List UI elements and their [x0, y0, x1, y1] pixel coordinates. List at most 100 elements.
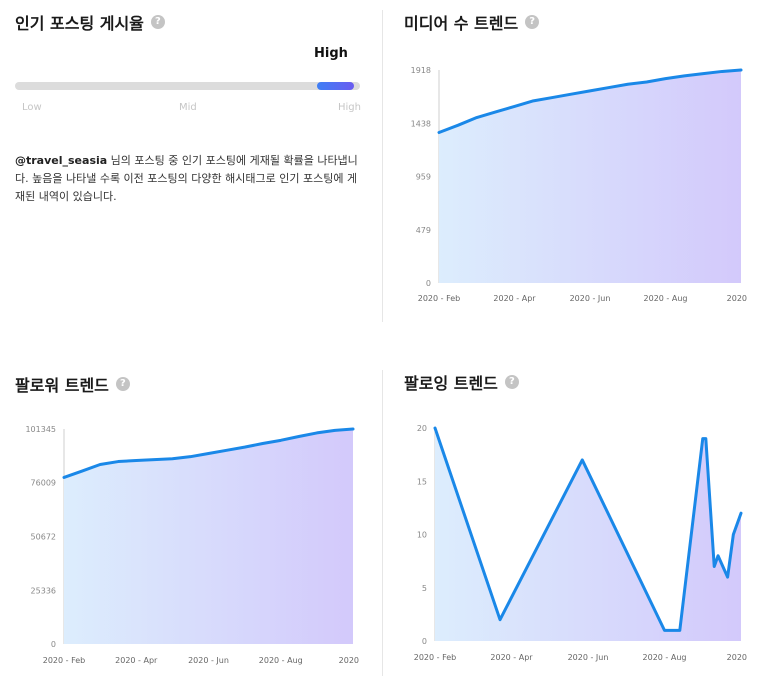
data-point	[298, 436, 299, 437]
data-point	[741, 70, 742, 71]
data-point	[64, 477, 65, 478]
data-point	[172, 458, 173, 459]
data-point	[136, 460, 137, 461]
series-line	[62, 427, 355, 479]
data-point	[664, 630, 665, 631]
data-point	[100, 464, 101, 465]
data-point	[435, 428, 436, 429]
data-point	[718, 555, 719, 556]
data-point	[500, 619, 501, 620]
y-tick-label: 76009	[31, 479, 56, 488]
series-line	[437, 68, 743, 135]
x-tick-label: 2020 - Aug	[643, 653, 687, 662]
y-tick-label: 0	[51, 640, 56, 649]
data-point	[727, 577, 728, 578]
data-point	[571, 94, 572, 95]
scale-label-mid: Mid	[179, 102, 197, 113]
help-icon[interactable]: ?	[525, 15, 540, 29]
data-point	[82, 471, 83, 472]
x-tick-label: 2020 - Aug	[259, 656, 303, 665]
data-point	[703, 73, 704, 74]
follower-trend-title-text: 팔로워 트렌드	[15, 376, 109, 395]
engagement-slider-track	[15, 82, 360, 90]
panel-divider-bottom	[382, 370, 383, 676]
following-trend-title-text: 팔로잉 트렌드	[404, 374, 498, 393]
engagement-level-label: High	[314, 46, 348, 61]
y-tick-label: 1438	[411, 119, 431, 128]
y-tick-label: 25336	[31, 586, 56, 595]
x-tick-label: 2020 - Feb	[414, 653, 457, 662]
description-text: 님의 포스팅 중 인기 포스팅에 게재될 확률을 나타냅니다. 높음을 나타낼 …	[15, 154, 358, 203]
data-point	[741, 513, 742, 514]
engagement-description: @travel_seasia 님의 포스팅 중 인기 포스팅에 게재될 확률을 …	[15, 152, 365, 206]
panel-divider-top	[382, 10, 383, 322]
series-area	[435, 428, 741, 641]
series-area	[64, 429, 353, 644]
data-point	[552, 97, 553, 98]
data-point	[244, 447, 245, 448]
y-tick-label: 5	[422, 584, 427, 593]
data-point	[316, 432, 317, 433]
y-tick-label: 479	[416, 226, 431, 235]
data-point	[476, 117, 477, 118]
x-tick-label: 2020 - Apr	[493, 294, 536, 303]
help-icon[interactable]: ?	[504, 375, 519, 389]
y-tick-label: 10	[417, 531, 427, 540]
data-point	[190, 456, 191, 457]
x-tick-label: 2020 - Jun	[570, 294, 611, 303]
x-tick-label: 2020	[339, 656, 359, 665]
data-point	[608, 87, 609, 88]
data-point	[665, 78, 666, 79]
media-trend-title-text: 미디어 수 트렌드	[404, 14, 519, 33]
data-point	[439, 132, 440, 133]
data-point	[226, 450, 227, 451]
x-tick-label: 2020 - Apr	[490, 653, 533, 662]
data-point	[533, 100, 534, 101]
data-point	[684, 75, 685, 76]
data-point	[722, 71, 723, 72]
data-point	[733, 534, 734, 535]
y-tick-label: 959	[416, 173, 431, 182]
data-point	[679, 630, 680, 631]
x-tick-label: 2020 - Aug	[644, 294, 688, 303]
data-point	[353, 429, 354, 430]
follower-trend-chart: 0 25336 50672 76009 101345 2020 - Feb 2020 - A…	[25, 425, 359, 665]
help-icon[interactable]: ?	[150, 15, 165, 29]
x-tick-label: 2020	[727, 294, 747, 303]
data-point	[495, 111, 496, 112]
x-tick-label: 2020 - Jun	[188, 656, 229, 665]
x-tick-label: 2020 - Feb	[43, 656, 86, 665]
data-point	[262, 443, 263, 444]
scale-label-low: Low	[22, 102, 42, 113]
data-point	[334, 430, 335, 431]
series-line	[433, 426, 743, 632]
y-tick-label: 50672	[31, 533, 56, 542]
following-trend-chart: 0 5 10 15 20 2020 - Feb 2020 - Apr 2020 - Jun 20…	[414, 424, 747, 662]
y-tick-label: 0	[426, 279, 431, 288]
data-point	[590, 90, 591, 91]
x-tick-label: 2020 - Feb	[418, 294, 461, 303]
data-point	[582, 459, 583, 460]
x-tick-label: 2020 - Apr	[115, 656, 158, 665]
data-point	[457, 125, 458, 126]
data-point	[702, 438, 703, 439]
y-tick-label: 0	[422, 637, 427, 646]
engagement-slider-indicator	[316, 82, 354, 90]
x-tick-label: 2020 - Jun	[568, 653, 609, 662]
data-point	[714, 566, 715, 567]
series-area	[439, 70, 741, 283]
data-point	[514, 106, 515, 107]
help-icon[interactable]: ?	[115, 377, 130, 391]
media-trend-chart: 0 479 959 1438 1918 2020 - Feb 2020 - Apr 2020 …	[411, 66, 747, 303]
y-tick-label: 1918	[411, 66, 431, 75]
account-handle: @travel_seasia	[15, 154, 108, 167]
y-tick-label: 20	[417, 424, 427, 433]
scale-label-high: High	[338, 102, 361, 113]
following-trend-title: 팔로잉 트렌드 ?	[404, 370, 519, 394]
data-point	[118, 461, 119, 462]
engagement-title: 인기 포스팅 게시율 ?	[15, 10, 165, 34]
data-point	[154, 459, 155, 460]
y-tick-label: 15	[417, 477, 427, 486]
y-tick-label: 101345	[25, 425, 56, 434]
x-tick-label: 2020	[727, 653, 747, 662]
